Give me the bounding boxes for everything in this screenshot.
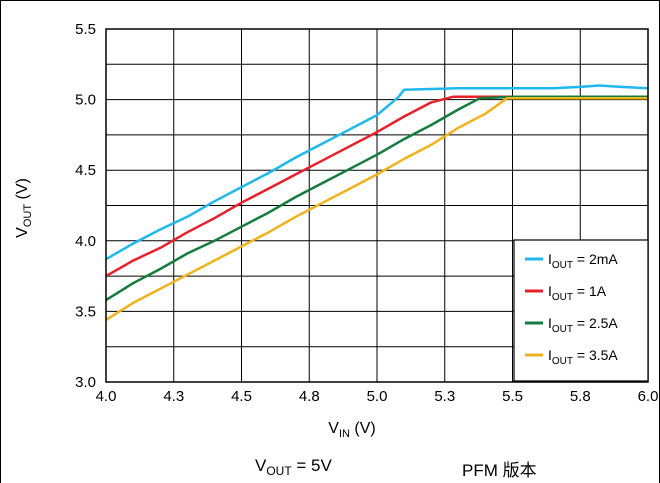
caption-vout: VOUT = 5V	[255, 456, 332, 478]
x-axis-title: VIN (V)	[328, 420, 375, 440]
tick-labels: 4.0 4.3 4.5 4.8 5.0 5.3 5.5 5.8 6.0 3.0 3.5 4.0 4.5 5…	[75, 21, 658, 405]
legend-item-3: IOUT = 2.5A	[525, 315, 618, 335]
x-tick-label: 4.8	[299, 388, 320, 405]
x-tick-label: 6.0	[638, 388, 659, 405]
y-tick-label: 3.5	[75, 303, 96, 320]
y-axis-title: VOUT (V)	[14, 178, 34, 238]
y-tick-label: 5.5	[75, 21, 96, 38]
legend-box	[513, 239, 649, 382]
legend-item-1: IOUT = 2mA	[525, 251, 618, 271]
series-layer	[105, 84, 649, 321]
y-tick-label: 4.5	[75, 162, 96, 179]
x-tick-label: 4.5	[231, 388, 252, 405]
legend-label: IOUT = 1A	[548, 283, 607, 303]
x-tick-label: 5.8	[570, 388, 591, 405]
x-tick-label: 5.5	[502, 388, 523, 405]
x-tick-label: 5.3	[434, 388, 455, 405]
x-tick-label: 4.0	[96, 388, 117, 405]
legend-item-4: IOUT = 3.5A	[525, 347, 618, 367]
legend-label: IOUT = 2.5A	[548, 315, 618, 335]
y-tick-label: 5.0	[75, 92, 96, 109]
caption-version: PFM 版本	[462, 461, 537, 480]
legend-label: IOUT = 2mA	[548, 251, 618, 271]
series-line-4	[105, 96, 648, 321]
legend-label: IOUT = 3.5A	[548, 347, 618, 367]
series-line-2	[105, 95, 648, 278]
y-tick-label: 4.0	[75, 233, 96, 250]
plot-border	[105, 28, 649, 383]
legend-item-2: IOUT = 1A	[525, 283, 607, 303]
x-tick-label: 5.0	[367, 388, 388, 405]
series-line-3	[105, 95, 648, 302]
legend: IOUT = 2mA IOUT = 1A IOUT = 2.5A IOUT = 3.5…	[513, 239, 649, 382]
x-tick-label: 4.3	[163, 388, 184, 405]
series-line-1	[105, 84, 649, 261]
y-tick-label: 3.0	[75, 374, 96, 391]
